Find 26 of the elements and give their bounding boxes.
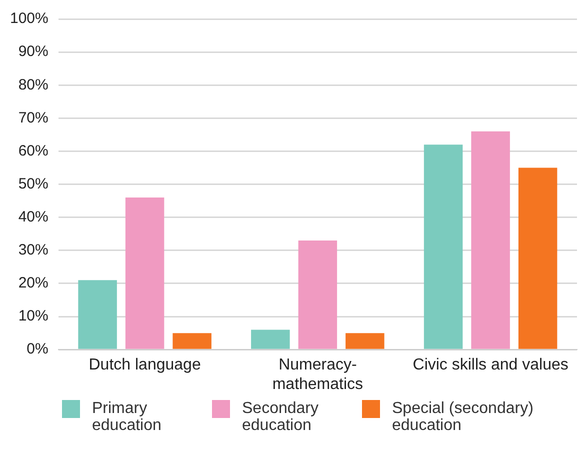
y-tick-label: 10% [18, 308, 48, 325]
x-tick-label: Dutch language [88, 356, 201, 374]
y-tick-label: 50% [18, 175, 48, 192]
bar [251, 330, 290, 349]
y-tick-label: 90% [18, 43, 48, 60]
x-tick-label: Numeracy-mathematics [272, 356, 364, 393]
legend-label: Primary education [92, 400, 162, 434]
y-tick-label: 70% [18, 109, 48, 126]
bar [346, 333, 384, 349]
bar [424, 144, 463, 349]
bar [471, 131, 510, 349]
bar [78, 280, 117, 349]
legend-label: Secondary education [242, 400, 320, 434]
y-tick-label: 0% [26, 340, 48, 358]
y-tick-label: 80% [18, 76, 48, 94]
bar [125, 198, 164, 349]
x-tick-label: Civic skills and values [412, 356, 568, 374]
y-tick-label: 30% [18, 242, 48, 259]
y-tick-label: 100% [10, 10, 48, 28]
bar [172, 333, 212, 349]
bar [298, 240, 338, 349]
bar [518, 168, 558, 349]
y-tick-label: 20% [18, 274, 48, 292]
y-tick-label: 40% [18, 208, 48, 226]
legend-label: Special (secondary) education [392, 400, 534, 434]
y-tick-label: 60% [18, 142, 48, 160]
